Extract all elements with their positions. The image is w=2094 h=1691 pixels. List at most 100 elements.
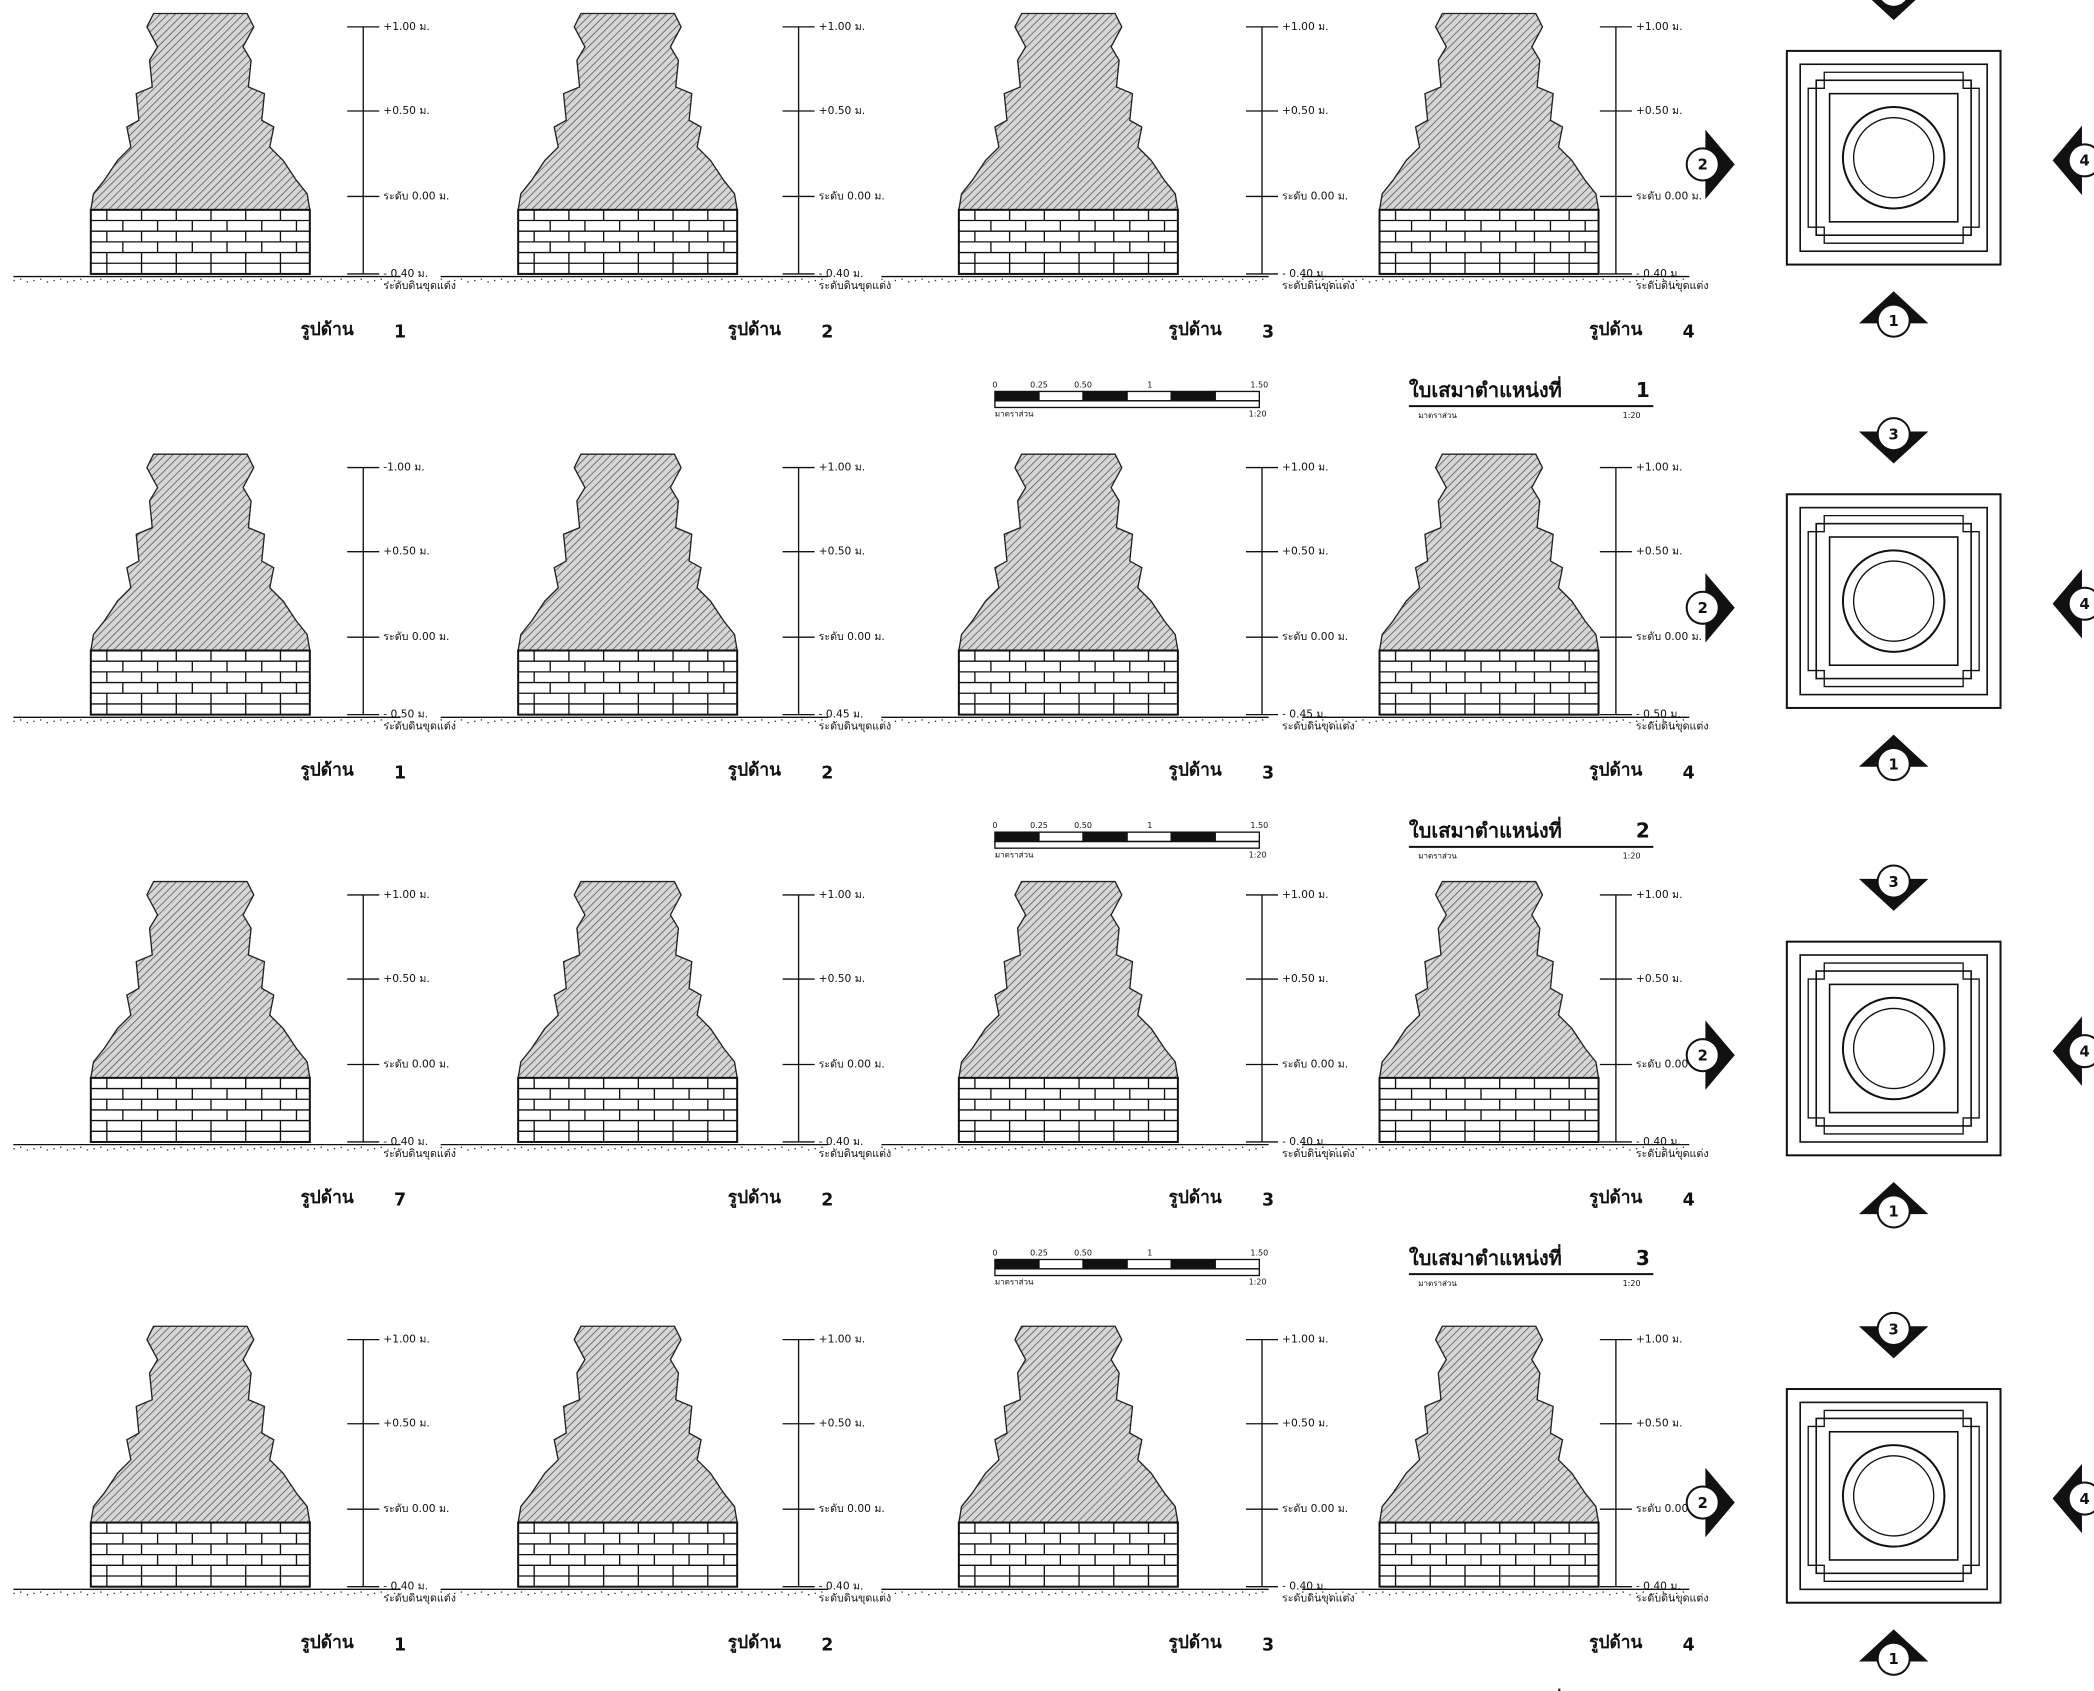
level-label: ระดับดินขุดแต่ง	[383, 279, 456, 292]
stele	[1378, 1325, 1600, 1524]
title-scale-ratio: 1:20	[1623, 852, 1641, 861]
level-label: ระดับ 0.00 ม.	[1282, 630, 1348, 643]
direction-arrow	[1705, 1467, 1735, 1538]
level-label: +0.50 ม.	[819, 1417, 866, 1430]
stele	[90, 12, 311, 211]
level-label: +0.50 ม.	[1282, 1417, 1329, 1430]
view-caption: รูปด้าน	[1589, 1187, 1642, 1209]
ground-stipple	[881, 278, 1264, 283]
ground-stipple	[13, 1146, 396, 1151]
plan-notch	[1807, 962, 1980, 1135]
scale-bar-lower	[994, 1268, 1261, 1277]
view-number: 1	[394, 323, 406, 343]
scale-bar-segment	[1214, 1258, 1261, 1270]
sheet-title: ใบเสมาตำแหน่งที่	[1409, 375, 1562, 402]
scale-bar-segment	[1082, 831, 1128, 843]
level-label: +1.00 ม.	[819, 20, 866, 33]
plan-ring	[1841, 1444, 1946, 1548]
level-label: ระดับ 0.00 ม.	[383, 1058, 449, 1071]
scale-tick: 1.50	[1250, 821, 1268, 830]
stele	[90, 1325, 311, 1524]
level-label: +0.50 ม.	[1636, 972, 1683, 985]
view-caption: รูปด้าน	[1589, 1632, 1642, 1654]
view-number: 3	[1262, 763, 1274, 783]
level-label: - 0.50 ม.	[1636, 708, 1681, 721]
level-label: ระดับดินขุดแต่ง	[819, 1147, 892, 1160]
title-scale-ratio: 1:20	[1623, 1279, 1641, 1288]
level-label: +1.00 ม.	[383, 1333, 430, 1346]
level-label: - 0.40 ม.	[1636, 1135, 1681, 1148]
view-caption: รูปด้าน	[728, 760, 781, 782]
plan-outline	[1828, 92, 1959, 223]
level-label: ระดับ 0.00 ม.	[819, 630, 885, 643]
plan-outline	[1815, 522, 1972, 680]
stele	[90, 880, 311, 1079]
level-label: ระดับดินขุดแต่ง	[819, 279, 892, 292]
view-caption: รูปด้าน	[300, 1632, 353, 1654]
level-label: ระดับ 0.00 ม.	[1636, 189, 1702, 202]
view-number: 2	[821, 1635, 833, 1655]
scale-bar-segment	[1170, 831, 1216, 843]
direction-number: 4	[2080, 153, 2090, 170]
level-label: ระดับ 0.00 ม.	[1636, 630, 1702, 643]
view-number: 7	[394, 1191, 406, 1211]
direction-circle	[2067, 1034, 2094, 1069]
level-label: ระดับ 0.00 ม.	[1636, 1502, 1702, 1515]
ground-stipple	[1302, 1146, 1685, 1151]
view-caption: รูปด้าน	[728, 1187, 781, 1209]
level-label: ระดับ 0.00 ม.	[383, 189, 449, 202]
scale-tick: 0.25	[1030, 1248, 1048, 1257]
ground-stipple	[440, 278, 823, 283]
level-label: +1.00 ม.	[1282, 20, 1329, 33]
view-caption: รูปด้าน	[728, 1632, 781, 1654]
plan-outline	[1785, 940, 2002, 1157]
level-label: - 0.40 ม.	[1636, 267, 1681, 280]
plan-outline	[1799, 506, 1988, 696]
direction-number: 1	[1889, 756, 1899, 773]
plan-ring	[1852, 560, 1935, 642]
level-label: +0.50 ม.	[383, 104, 430, 117]
scale-ratio: 1:20	[1249, 1278, 1267, 1287]
direction-circle	[1685, 590, 1720, 625]
direction-circle	[1876, 303, 1911, 338]
view-number: 4	[1683, 323, 1695, 343]
direction-number: 4	[2080, 1491, 2090, 1508]
scale-tick: 0	[992, 821, 997, 830]
level-label: -1.00 ม.	[383, 461, 424, 474]
brick-joints	[958, 650, 1178, 715]
stele	[958, 453, 1179, 652]
scale-bar-segment	[1082, 1258, 1128, 1270]
direction-circle	[2067, 1481, 2094, 1516]
direction-arrow	[2052, 1016, 2082, 1086]
scale-bar-lower	[994, 840, 1261, 849]
view-number: 1	[394, 1635, 406, 1655]
level-label: +0.50 ม.	[383, 972, 430, 985]
plan-ring	[1841, 996, 1946, 1101]
view-caption: รูปด้าน	[300, 319, 353, 341]
level-label: ระดับดินขุดแต่ง	[383, 1592, 456, 1605]
level-label: ระดับดินขุดแต่ง	[819, 1592, 892, 1605]
level-label: +0.50 ม.	[1282, 104, 1329, 117]
direction-arrow	[1705, 129, 1735, 200]
level-label: +1.00 ม.	[1636, 461, 1683, 474]
direction-circle	[2067, 586, 2094, 621]
brick-joints	[90, 209, 310, 274]
direction-circle	[1879, 0, 1909, 8]
plan-outline	[1815, 79, 1972, 236]
direction-circle	[2067, 143, 2094, 178]
scale-ratio: 1:20	[1249, 850, 1267, 859]
plan-outline	[1799, 954, 1988, 1143]
scale-bar-segment	[1126, 390, 1172, 402]
scale-bar-segment	[1214, 831, 1261, 843]
scale-tick: 1	[1147, 1248, 1152, 1257]
plan-notch	[1807, 1409, 1980, 1583]
brick-joints	[958, 1077, 1178, 1142]
stele	[1378, 12, 1600, 211]
level-label: +1.00 ม.	[1282, 1333, 1329, 1346]
brick-joints	[518, 1522, 738, 1587]
view-caption: รูปด้าน	[1589, 760, 1642, 782]
stele	[517, 880, 738, 1079]
ground-stipple	[1302, 719, 1685, 724]
